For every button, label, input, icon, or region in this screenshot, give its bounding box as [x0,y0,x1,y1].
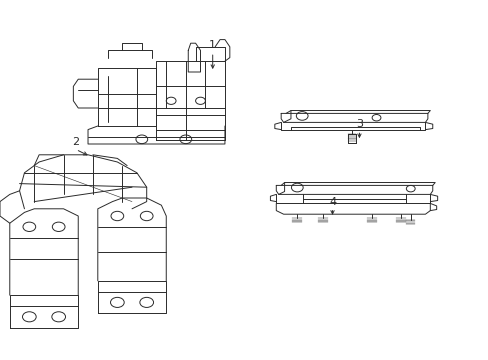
Text: 4: 4 [328,197,335,207]
Text: 1: 1 [209,40,216,50]
Text: 3: 3 [355,119,362,129]
Text: 2: 2 [72,137,79,147]
